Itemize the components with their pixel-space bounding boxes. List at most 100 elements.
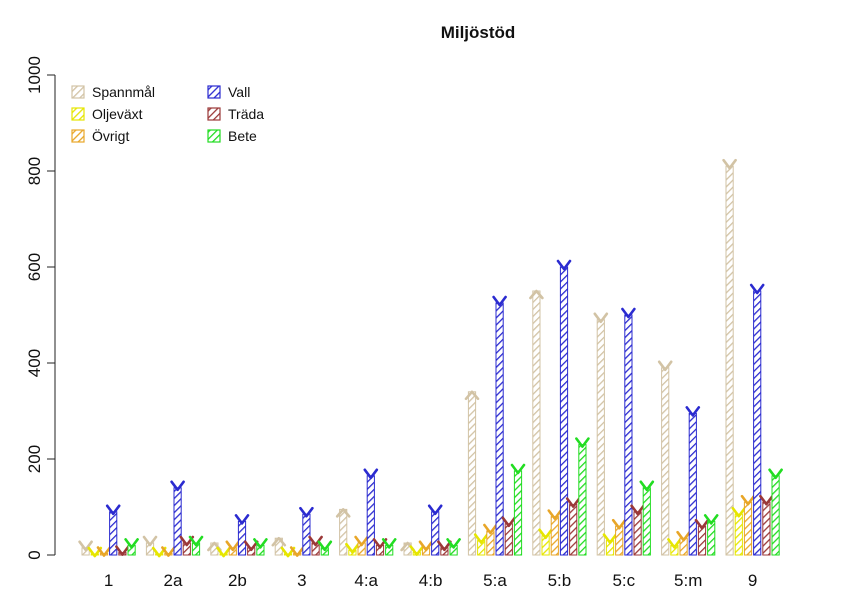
bar-marker-5-m-vall [685, 406, 701, 417]
bar-marker-4-a-oljev-xt [345, 542, 360, 554]
bar-marker-3-vrigt [289, 546, 305, 557]
bar-marker-4-a-vrigt [354, 535, 369, 547]
bar-marker-2a-vall [170, 480, 185, 492]
bar-1-vall [109, 511, 118, 556]
bar-5-m-spannm-l [661, 367, 670, 556]
legend-swatch [71, 129, 85, 143]
bar-9-bete [771, 475, 780, 556]
x-tick-label: 5:a [483, 571, 507, 590]
x-tick-label: 2a [164, 571, 183, 590]
bar-marker-1-tr-da [115, 545, 130, 556]
bar-2b-vall [237, 520, 247, 556]
y-tick-label: 800 [25, 157, 44, 185]
bar-marker-5-c-tr-da [630, 504, 645, 516]
bar-marker-4-b-oljev-xt [409, 545, 425, 556]
legend-label: Bete [228, 128, 257, 144]
y-tick-label: 0 [25, 550, 44, 559]
bar-5-c-spannm-l [596, 319, 605, 556]
bar-marker-3-vall [299, 506, 314, 518]
bar-marker-5-b-vrigt [547, 509, 563, 520]
bar-4-a-vall [366, 475, 375, 556]
bar-marker-5-a-vrigt [483, 523, 498, 535]
bar-marker-2b-vall [234, 514, 250, 525]
legend-label: Träda [228, 106, 264, 122]
x-tick-label: 5:c [612, 571, 635, 590]
bar-marker-2b-vrigt [225, 540, 241, 552]
bar-marker-5-b-tr-da [565, 497, 581, 508]
legend-label: Oljeväxt [92, 106, 143, 122]
legend-swatch [71, 85, 85, 99]
bar-marker-9-spannm-l [722, 158, 737, 170]
bar-5-c-tr-da [633, 511, 642, 556]
legend-item-vall: Vall [207, 84, 250, 100]
x-tick-label: 1 [104, 571, 113, 590]
bar-marker-1-spannm-l [78, 540, 93, 552]
legend-swatch [71, 107, 85, 121]
bar-marker-5-m-bete [703, 514, 719, 525]
bar-5-c-vall [624, 314, 633, 556]
bar-marker-5-b-oljev-xt [538, 528, 553, 540]
bar-marker-4-a-bete [381, 538, 397, 549]
bar-marker-9-vall [749, 283, 765, 295]
bar-marker-3-bete [317, 540, 333, 552]
bar-marker-5-c-bete [639, 480, 655, 492]
bar-marker-5-c-oljev-xt [602, 533, 618, 544]
bar-marker-5-c-vrigt [611, 518, 627, 530]
x-tick-label: 4:a [354, 571, 378, 590]
x-tick-label: 4:b [419, 571, 443, 590]
bar-marker-3-tr-da [308, 535, 323, 547]
bar-5-a-tr-da [504, 523, 513, 556]
bar-marker-5-b-vall [556, 259, 572, 271]
bar-marker-5-a-tr-da [501, 516, 517, 528]
bar-5-c-vrigt [615, 525, 624, 556]
legend-item-bete: Bete [207, 128, 257, 144]
bar-marker-1-vrigt [96, 546, 112, 557]
y-tick-label: 600 [25, 253, 44, 281]
legend-label: Vall [228, 84, 250, 100]
bar-marker-3-spannm-l [271, 536, 287, 547]
x-tick-label: 2b [228, 571, 247, 590]
bar-3-vall [302, 513, 311, 556]
bar-4-b-vall [431, 511, 440, 556]
bar-marker-5-m-tr-da [694, 518, 710, 530]
y-tick-label: 200 [25, 445, 44, 473]
bar-5-a-spannm-l [467, 391, 477, 556]
bar-marker-5-m-spannm-l [657, 360, 673, 372]
bar-marker-5-m-vrigt [676, 530, 691, 542]
bar-marker-9-bete [768, 468, 783, 480]
y-axis: 0 200 400 600 800 1000 [25, 56, 56, 560]
legend-item-tr-da: Träda [207, 106, 264, 122]
bar-marker-2b-oljev-xt [216, 546, 231, 558]
bar-5-b-bete [578, 444, 587, 556]
bar-marker-5-a-bete [510, 463, 526, 475]
bar-marker-2a-bete [188, 535, 204, 547]
bar-marker-4-a-vall [363, 468, 379, 480]
x-tick-label: 5:b [548, 571, 572, 590]
bar-marker-9-tr-da [759, 494, 774, 506]
bar-marker-5-m-oljev-xt [667, 538, 682, 549]
x-tick-label: 3 [297, 571, 306, 590]
bar-5-b-spannm-l [532, 290, 541, 556]
bar-marker-5-c-vall [621, 307, 636, 319]
bar-marker-4-b-vrigt [418, 540, 434, 552]
legend-label: Spannmål [92, 84, 155, 100]
bar-marker-2b-bete [253, 538, 268, 549]
bar-marker-5-c-spannm-l [593, 312, 609, 324]
bar-marker-2b-tr-da [243, 540, 259, 552]
bar-marker-5-b-spannm-l [529, 289, 544, 300]
bar-5-m-bete [707, 520, 716, 556]
bar-marker-9-vrigt [740, 494, 756, 506]
legend: Spannmål Oljeväxt Övrigt Vall Träda Bete [71, 84, 264, 144]
legend-item-spannm-l: Spannmål [71, 84, 155, 100]
x-tick-label: 9 [748, 571, 757, 590]
chart-title: Miljöstöd [441, 23, 516, 42]
bar-9-vall [753, 290, 762, 556]
bar-marker-4-a-spannm-l [335, 508, 351, 518]
bar-5-c-bete [642, 487, 651, 556]
bar-9-spannm-l [725, 165, 734, 556]
bar-5-b-vrigt [550, 516, 559, 556]
bar-5-b-tr-da [569, 504, 578, 556]
bars [78, 158, 783, 558]
